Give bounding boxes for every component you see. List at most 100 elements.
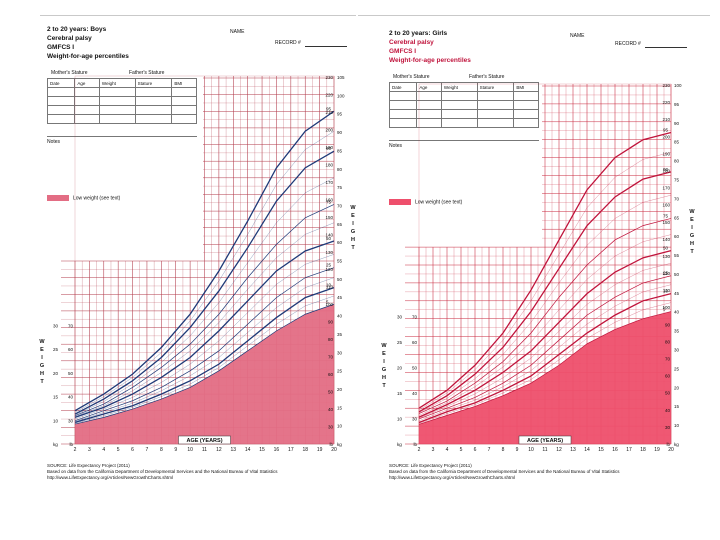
x-tick-label: 3 bbox=[432, 447, 435, 453]
record-field-line bbox=[645, 47, 687, 48]
lb-tick-label: 70 bbox=[412, 315, 418, 320]
weight-letter: H bbox=[690, 241, 694, 247]
notes-box: Notes bbox=[389, 140, 539, 199]
chart-subtitle: Cerebral palsy bbox=[47, 35, 92, 42]
kg-tick-label: 90 bbox=[337, 130, 343, 135]
x-tick-label: 16 bbox=[274, 447, 280, 453]
weight-letter: H bbox=[40, 371, 44, 377]
kg-tick-label: 85 bbox=[674, 140, 680, 145]
x-tick-label: 15 bbox=[598, 447, 604, 453]
kg-tick-label: 35 bbox=[337, 332, 343, 337]
percentile-curve bbox=[418, 234, 672, 416]
low-weight-area bbox=[75, 304, 334, 444]
x-tick-label: 5 bbox=[117, 447, 120, 453]
kg-tick-label: 65 bbox=[337, 222, 343, 227]
weight-letter: G bbox=[39, 363, 45, 369]
kg-tick-label: 15 bbox=[674, 404, 680, 409]
x-tick-label: 8 bbox=[160, 447, 163, 453]
kg-tick-label: 10 bbox=[397, 417, 403, 422]
percentile-label: 25 bbox=[326, 263, 332, 268]
source-url[interactable]: http://www.LifeExpectancy.org/Articles/N… bbox=[389, 475, 515, 480]
percentile-curve bbox=[74, 150, 335, 415]
kg-tick-label: 20 bbox=[337, 387, 343, 392]
percentile-curve bbox=[74, 303, 335, 425]
x-tick-label: 4 bbox=[446, 447, 449, 453]
kg-tick-label: 65 bbox=[674, 215, 680, 220]
kg-tick-label: 55 bbox=[337, 259, 343, 264]
x-tick-label: 18 bbox=[640, 447, 646, 453]
lb-tick-label: 80 bbox=[665, 339, 671, 344]
lb-tick-label: 140 bbox=[325, 232, 333, 237]
low-weight-label: Low weight (see text) bbox=[73, 195, 121, 202]
lb-tick-label: 70 bbox=[328, 355, 334, 360]
percentile-label: 50 bbox=[326, 236, 332, 241]
kg-tick-label: 40 bbox=[337, 314, 343, 319]
girls-chart-panel: 2 to 20 years: Girls Cerebral palsy GMFC… bbox=[381, 26, 699, 486]
lb-tick-label: 180 bbox=[662, 168, 670, 173]
lb-tick-label: 40 bbox=[412, 391, 418, 396]
kg-tick-label: 60 bbox=[337, 240, 343, 245]
record-field-line bbox=[305, 46, 347, 47]
kg-tick-label: 75 bbox=[674, 177, 680, 182]
percentile-curve bbox=[418, 293, 672, 424]
lb-tick-label: 230 bbox=[325, 75, 333, 80]
percentile-label: 90 bbox=[326, 146, 332, 151]
x-tick-label: 10 bbox=[187, 447, 193, 453]
kg-tick-label: 30 bbox=[53, 324, 59, 329]
lb-tick-label: 40 bbox=[328, 407, 334, 412]
percentile-curve bbox=[418, 250, 672, 418]
percentile-curve bbox=[74, 287, 335, 423]
lb-tick-label: 150 bbox=[325, 215, 333, 220]
low-weight-swatch bbox=[47, 195, 69, 201]
kg-tick-label: 25 bbox=[337, 369, 343, 374]
name-field-label: NAME bbox=[230, 29, 245, 35]
x-tick-label: 9 bbox=[174, 447, 177, 453]
x-tick-label: 2 bbox=[74, 447, 77, 453]
lb-tick-label: 220 bbox=[662, 100, 670, 105]
kg-tick-label: 50 bbox=[337, 277, 343, 282]
x-tick-label: 10 bbox=[528, 447, 534, 453]
lb-tick-label: 50 bbox=[328, 390, 334, 395]
kg-tick-label: 85 bbox=[337, 148, 343, 153]
kg-tick-label: 25 bbox=[674, 366, 680, 371]
kg-tick-label: 30 bbox=[397, 315, 403, 320]
kg-tick-label: kg bbox=[337, 442, 342, 447]
percentile-curve bbox=[418, 171, 672, 413]
kg-tick-label: 70 bbox=[337, 203, 343, 208]
kg-tick-label: 45 bbox=[674, 291, 680, 296]
chart-title: 2 to 20 years: Girls bbox=[389, 30, 448, 37]
source-url[interactable]: http://www.LifeExpectancy.org/Articles/N… bbox=[47, 475, 173, 480]
weight-letter: G bbox=[350, 229, 356, 235]
lb-tick-label: 110 bbox=[663, 288, 671, 293]
kg-tick-label: 95 bbox=[337, 112, 343, 117]
percentile-label: 5 bbox=[663, 307, 666, 312]
kg-tick-label: 10 bbox=[337, 424, 343, 429]
x-tick-label: 8 bbox=[502, 447, 505, 453]
weight-letter: W bbox=[381, 343, 387, 349]
record-field-label: RECORD # bbox=[615, 41, 641, 47]
kg-tick-label: 75 bbox=[337, 185, 343, 190]
weight-letter: E bbox=[40, 347, 44, 353]
percentile-curve bbox=[418, 195, 672, 413]
weight-letter: H bbox=[351, 237, 355, 243]
lb-tick-label: 30 bbox=[412, 417, 418, 422]
chart-subtitle: Weight-for-age percentiles bbox=[47, 53, 129, 60]
kg-tick-label: 40 bbox=[674, 310, 680, 315]
weight-letter: T bbox=[40, 379, 44, 385]
kg-tick-label: 30 bbox=[337, 350, 343, 355]
x-tick-label: 14 bbox=[584, 447, 590, 453]
weight-letter: I bbox=[41, 355, 43, 361]
kg-tick-label: 100 bbox=[674, 83, 682, 88]
lb-tick-label: 130 bbox=[325, 250, 333, 255]
x-tick-label: 19 bbox=[317, 447, 323, 453]
x-tick-label: 2 bbox=[418, 447, 421, 453]
lb-tick-label: 40 bbox=[68, 395, 74, 400]
boys-chart-panel: 2 to 20 years: Boys Cerebral palsy GMFCS… bbox=[39, 26, 357, 486]
mothers-stature-label: Mother's Stature bbox=[51, 70, 88, 76]
top-divider-left bbox=[40, 15, 356, 16]
weight-letter: I bbox=[691, 225, 693, 231]
kg-tick-label: 80 bbox=[674, 159, 680, 164]
kg-tick-label: 20 bbox=[397, 366, 403, 371]
table-row bbox=[46, 114, 197, 124]
